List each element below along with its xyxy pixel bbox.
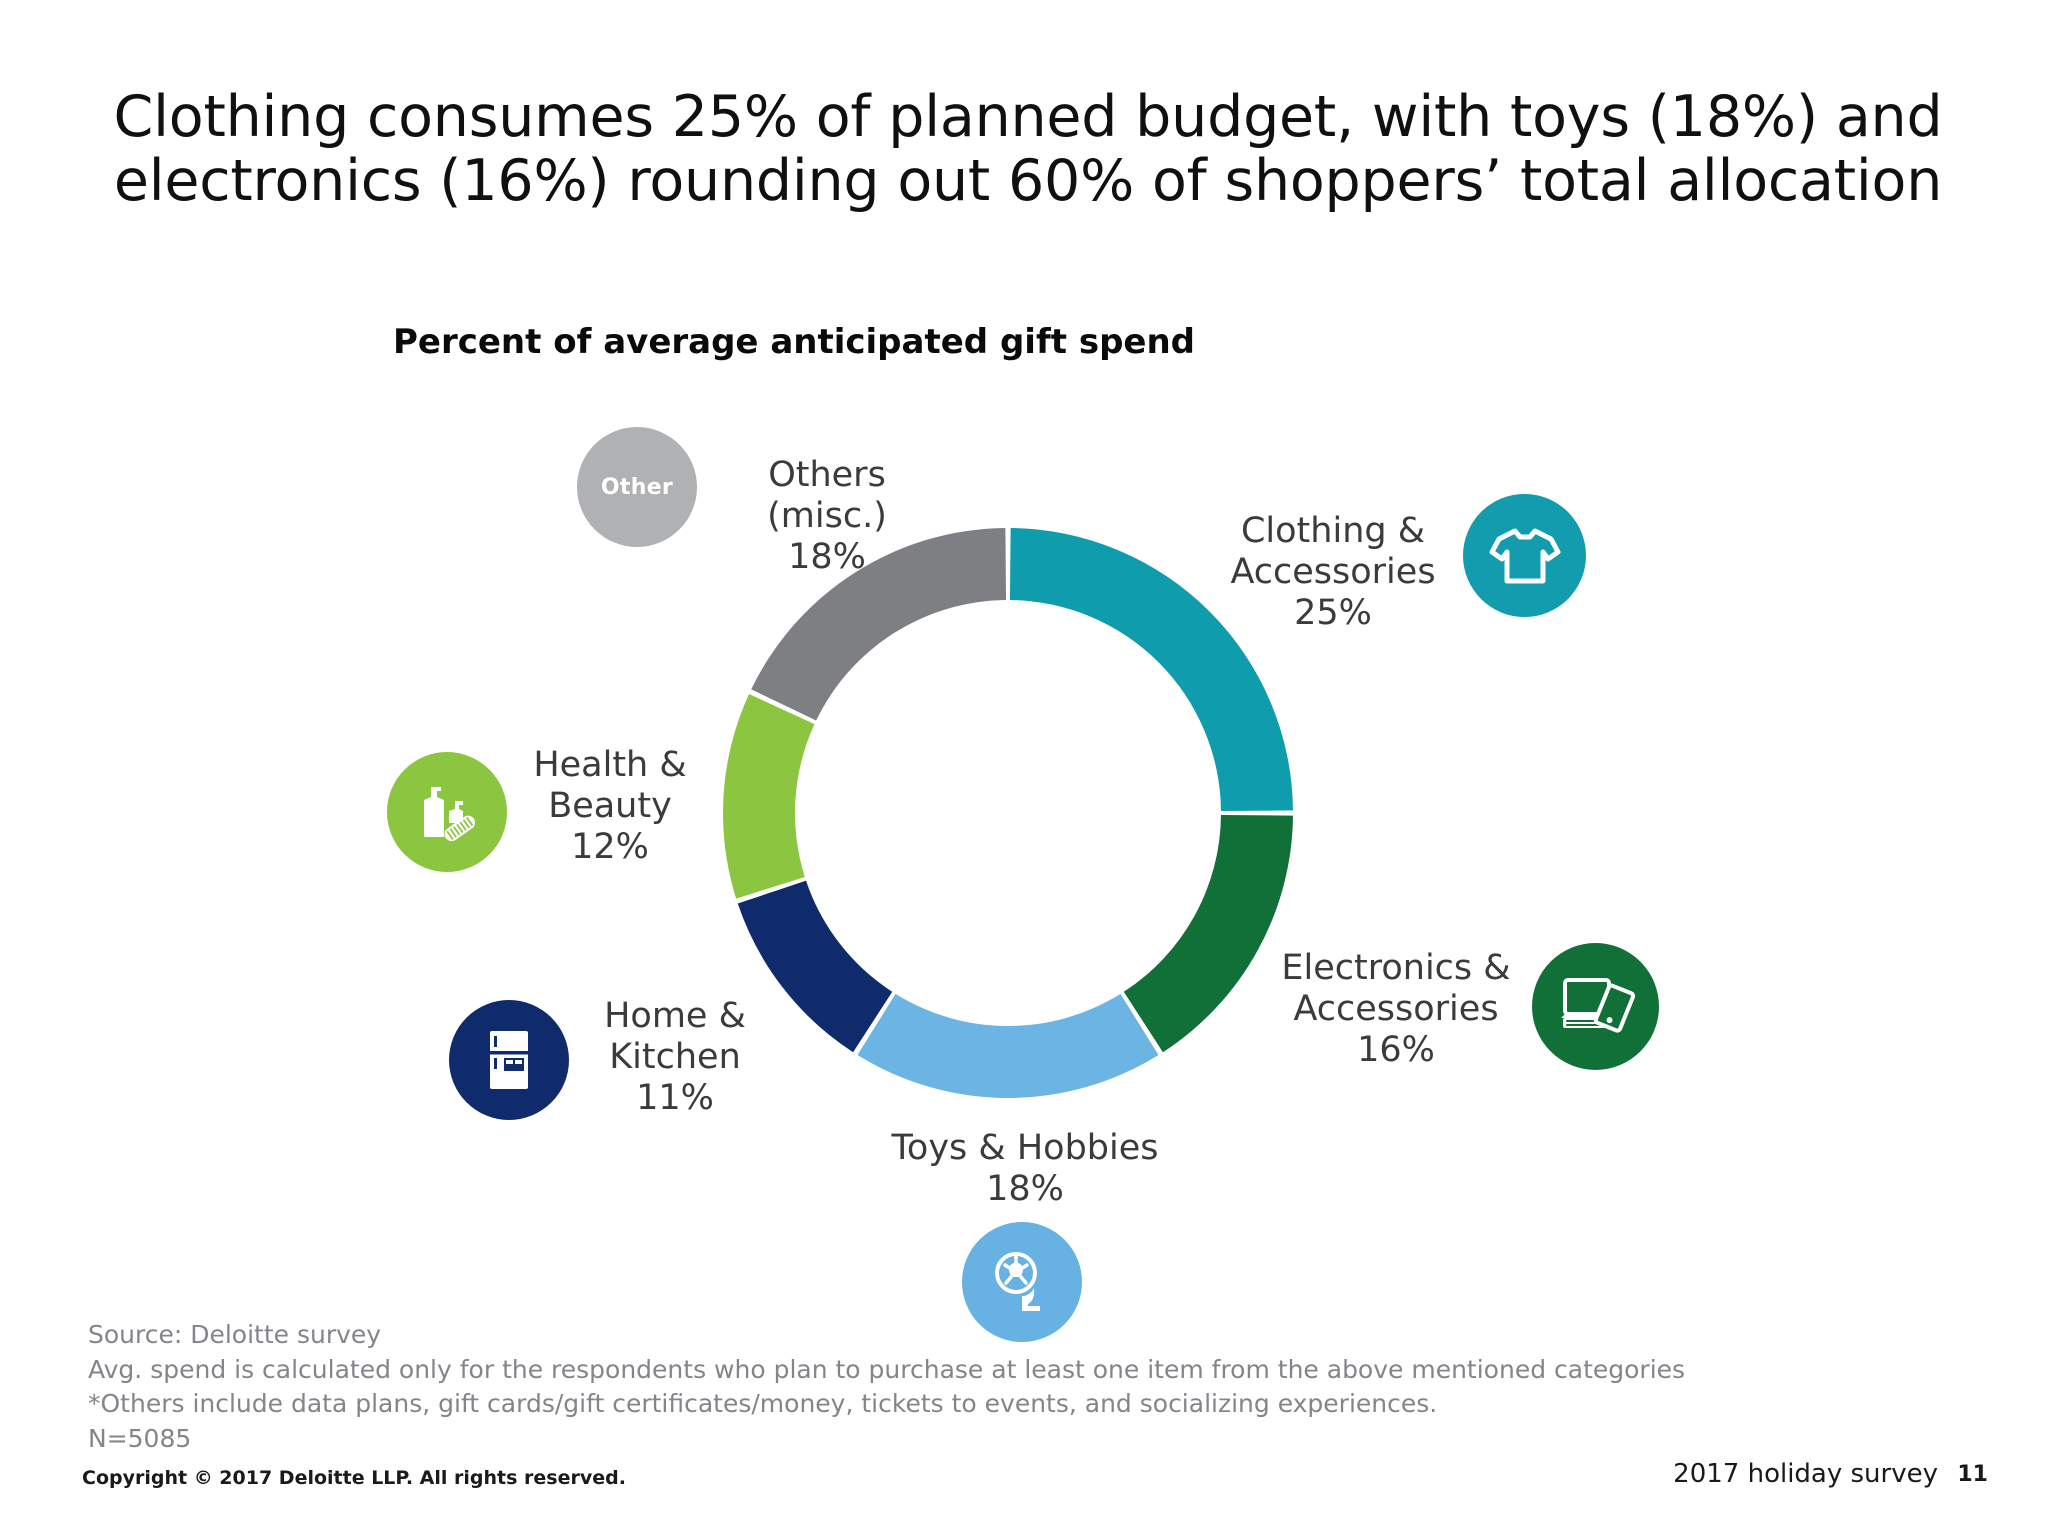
chart-subtitle-text: Percent of average anticipated gift spen… <box>392 322 1196 362</box>
footnote-avg-spend: Avg. spend is calculated only for the re… <box>88 1354 1686 1384</box>
donut-slice-toys-hobbies <box>857 993 1159 1098</box>
footer-page-number: 11 <box>1957 1462 1988 1487</box>
donut-slice-electronics-accessories <box>1123 814 1293 1053</box>
lotion-bottle-icon <box>387 752 507 872</box>
soccer-ball-icon <box>962 1222 1082 1342</box>
donut-slice-home-kitchen <box>737 880 893 1053</box>
callout-home: Home & Kitchen 11% <box>604 996 746 1118</box>
callout-electronics: Electronics & Accessories 16% <box>1281 948 1511 1070</box>
other-badge-icon: Other <box>577 427 697 547</box>
callout-others: Others (misc.) 18% <box>767 455 887 577</box>
chart-subtitle: Percent of average anticipated gift spen… <box>0 322 2048 362</box>
footnote-sample-size: N=5085 <box>88 1423 192 1453</box>
donut-slices <box>723 528 1293 1098</box>
donut-slice-health-beauty <box>723 694 815 899</box>
callout-health: Health & Beauty 12% <box>533 745 687 867</box>
footer-survey-name: 2017 holiday survey <box>1673 1459 1938 1489</box>
footnote-others: *Others include data plans, gift cards/g… <box>88 1389 1438 1418</box>
footer-copyright: Copyright © 2017 Deloitte LLP. All right… <box>82 1467 626 1489</box>
footnote-source: Source: Deloitte survey <box>88 1320 382 1349</box>
page-title: Clothing consumes 25% of planned budget,… <box>113 84 1943 214</box>
callout-toys: Toys & Hobbies 18% <box>891 1128 1159 1209</box>
donut-chart <box>723 528 1293 1098</box>
callout-clothing: Clothing & Accessories 25% <box>1230 511 1436 633</box>
other-badge-label: Other <box>600 474 674 500</box>
refrigerator-icon <box>449 1000 569 1120</box>
donut-slice-others-misc <box>751 528 1007 721</box>
donut-slice-clothing-accessories <box>1009 528 1293 812</box>
tshirt-icon <box>1463 494 1586 617</box>
laptop-tablet-icon <box>1532 943 1659 1070</box>
footnotes: Source: Deloitte survey Avg. spend is ca… <box>88 1318 1888 1456</box>
